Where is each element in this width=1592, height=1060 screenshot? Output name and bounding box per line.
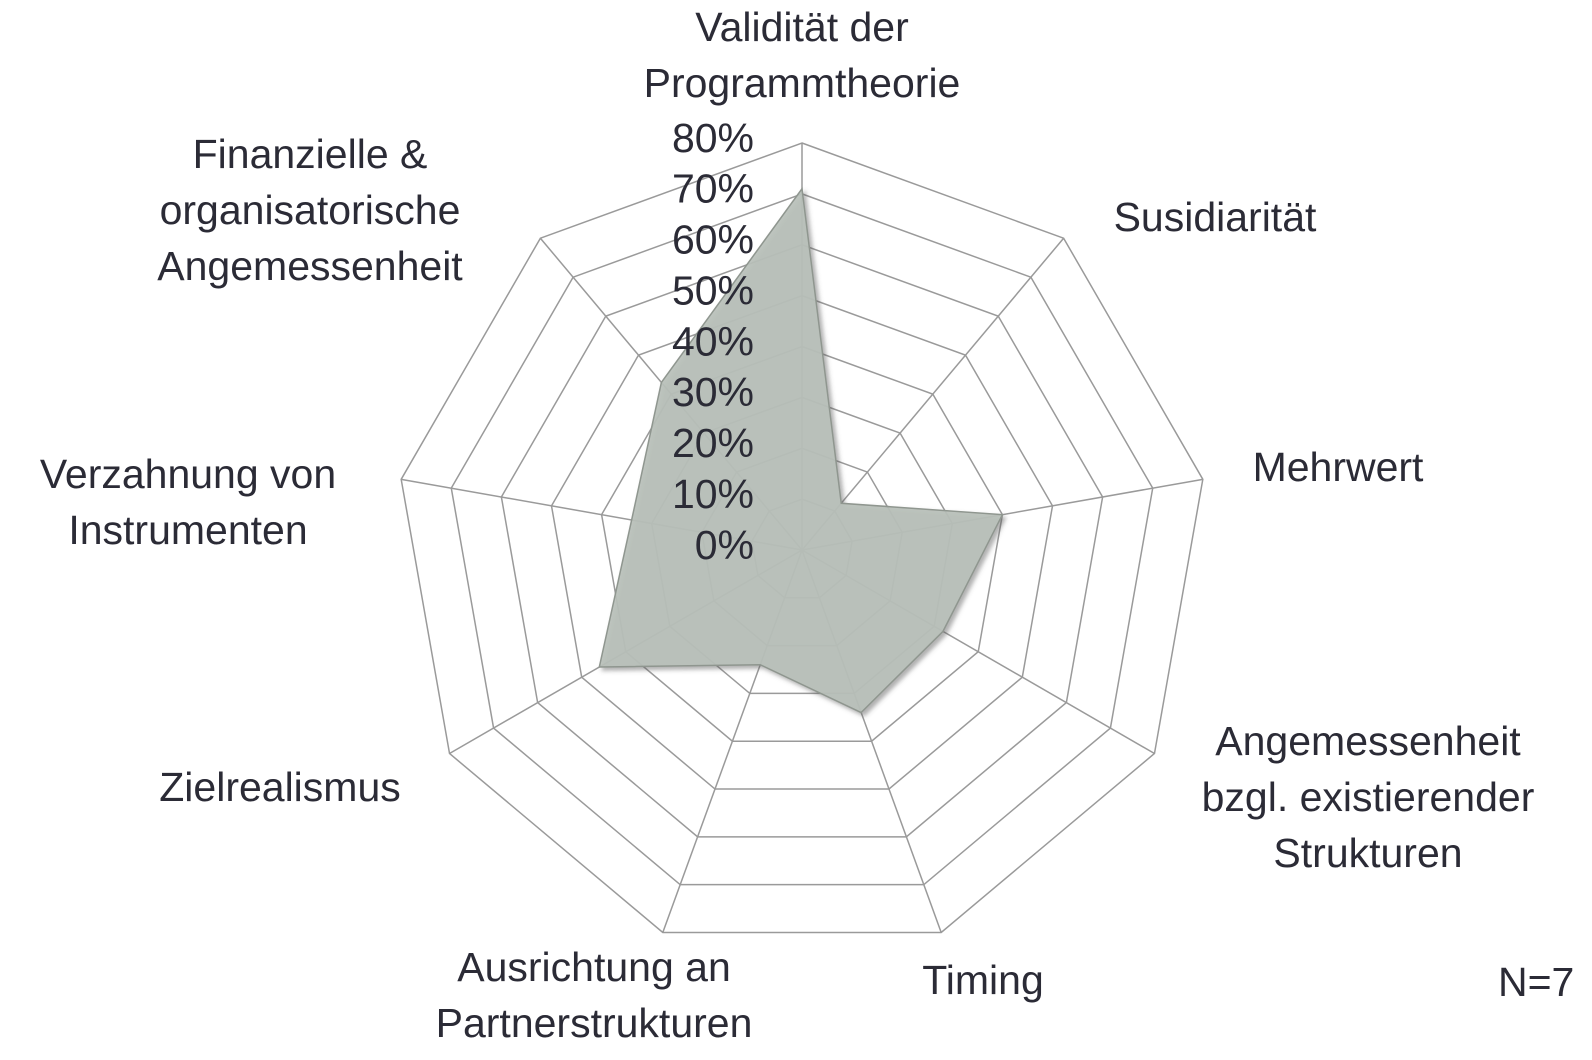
category-label: Validität der Programmtheorie bbox=[644, 4, 961, 106]
tick-label: 60% bbox=[672, 217, 754, 263]
category-label: Finanzielle & organisatorische Angemessenh… bbox=[157, 131, 463, 289]
category-label: Ausrichtung an Partnerstrukturen bbox=[436, 944, 753, 1046]
tick-label: 50% bbox=[672, 267, 754, 313]
category-label: Zielrealismus bbox=[159, 764, 401, 810]
category-label: Mehrwert bbox=[1253, 444, 1424, 490]
grid-ring bbox=[600, 345, 1004, 742]
grid-ring bbox=[400, 142, 1204, 934]
category-label: Verzahnung von Instrumenten bbox=[40, 451, 336, 553]
grid-ring bbox=[550, 294, 1054, 790]
tick-label: 80% bbox=[672, 115, 754, 161]
tick-label: 10% bbox=[672, 471, 754, 517]
radar-area bbox=[598, 186, 1004, 714]
grid-ring bbox=[500, 243, 1104, 838]
category-label: Susidiarität bbox=[1114, 194, 1317, 240]
tick-label: 70% bbox=[672, 166, 754, 212]
tick-label: 0% bbox=[695, 522, 754, 568]
tick-label: 20% bbox=[672, 420, 754, 466]
grid-ring bbox=[450, 193, 1154, 886]
tick-label: 40% bbox=[672, 318, 754, 364]
axis-spoke bbox=[801, 237, 1065, 551]
tick-label: 30% bbox=[672, 369, 754, 415]
marks bbox=[598, 186, 1004, 714]
labels: 0% 10% 20% 30% 40% 50%60% 70% 80% Validität der P… bbox=[40, 4, 1535, 1046]
category-label: Angemessenheit bzgl. existierender Struktu… bbox=[1202, 718, 1535, 876]
category-label: Timing bbox=[922, 957, 1044, 1003]
annotation: N=7 bbox=[1498, 959, 1574, 1005]
